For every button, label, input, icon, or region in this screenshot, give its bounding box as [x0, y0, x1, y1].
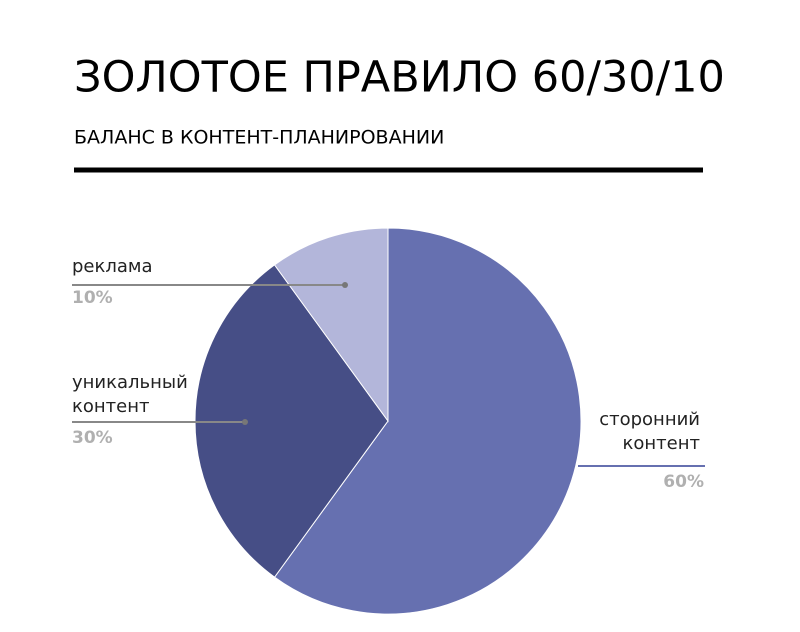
chart-subtitle: БАЛАНС В КОНТЕНТ-ПЛАНИРОВАНИИ — [74, 127, 444, 149]
chart-title: ЗОЛОТОЕ ПРАВИЛО 60/30/10 — [74, 53, 725, 103]
value-label: 60% — [663, 472, 704, 492]
leader-dot — [342, 282, 348, 288]
slice-label: уникальный контент — [72, 372, 188, 417]
pie-slice — [273, 227, 389, 423]
leader-dot — [242, 419, 248, 425]
value-label: 10% — [72, 288, 113, 308]
slice-label: сторонний контент — [599, 409, 700, 454]
value-label: 30% — [72, 428, 113, 448]
slice-label: реклама — [72, 256, 153, 277]
pie-slice — [273, 227, 582, 615]
